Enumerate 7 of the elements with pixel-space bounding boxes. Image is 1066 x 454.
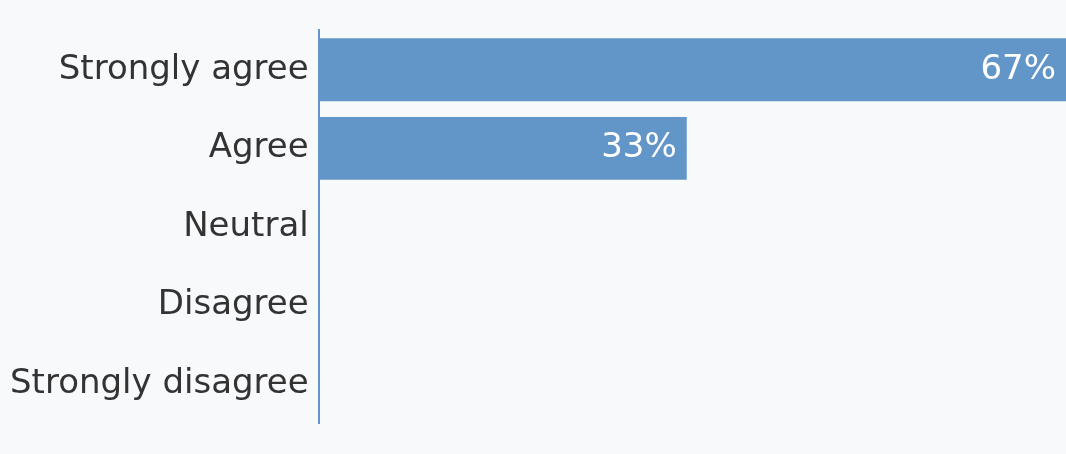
y-tick-label: Disagree [157,282,309,323]
y-tick-label: Neutral [183,203,309,244]
y-tick-label: Agree [208,125,309,166]
data-label: 67% [980,46,1056,87]
data-label: 33% [601,125,677,166]
y-tick-label: Strongly agree [58,46,309,87]
y-tick-label: Strongly disagree [9,361,309,402]
